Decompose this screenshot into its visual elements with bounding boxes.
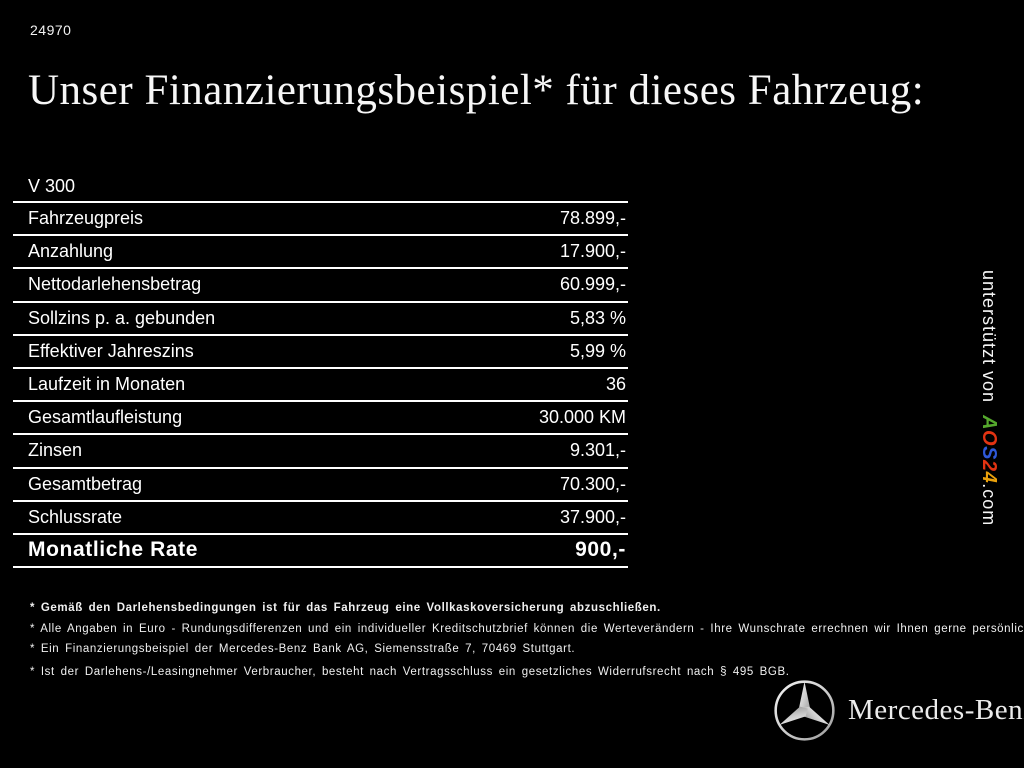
row-value: 60.999,-: [559, 274, 626, 295]
row-value: 9.301,-: [569, 440, 626, 461]
table-row-laufzeit: Laufzeit in Monaten 36: [13, 369, 628, 403]
table-row-schlussrate: Schlussrate 37.900,-: [13, 502, 628, 535]
mercedes-star-icon: [774, 680, 835, 741]
footnote-widerrufsrecht: * Ist der Darlehens-/Leasingnehmer Verbr…: [30, 665, 790, 678]
vehicle-model-label: V 300: [13, 172, 628, 203]
aos24-logo: AOS24: [978, 415, 1000, 483]
row-label: Schlussrate: [28, 506, 123, 527]
table-row-fahrzeugpreis: Fahrzeugpreis 78.899,-: [13, 203, 628, 237]
row-label: Sollzins p. a. gebunden: [28, 307, 216, 328]
row-label: Gesamtbetrag: [28, 473, 143, 494]
mercedes-benz-brand: Mercedes-Benz: [773, 679, 1024, 742]
table-row-gesamtbetrag: Gesamtbetrag 70.300,-: [13, 469, 628, 502]
row-label: Effektiver Jahreszins: [28, 340, 194, 361]
aos24-letter: S: [978, 446, 1000, 460]
row-value: 5,99 %: [569, 340, 626, 361]
finance-table: V 300 Fahrzeugpreis 78.899,- Anzahlung 1…: [13, 172, 628, 569]
row-value: 36: [605, 374, 626, 395]
table-row-monatliche-rate: Monatliche Rate 900,-: [13, 535, 628, 569]
table-row-effektiver-jahreszins: Effektiver Jahreszins 5,99 %: [13, 336, 628, 369]
row-value: 900,-: [575, 538, 626, 562]
supporter-prefix: unterstützt von: [979, 270, 999, 404]
aos24-letter: 4: [978, 471, 1000, 484]
supporter-credit: unterstützt von AOS24.com: [977, 270, 1000, 526]
row-value: 37.900,-: [559, 506, 626, 527]
aos24-letter: A: [978, 415, 1000, 431]
footnote-euro-disclaimer: * Alle Angaben in Euro - Rundungsdiffere…: [30, 622, 1024, 635]
table-row-zinsen: Zinsen 9.301,-: [13, 435, 628, 469]
row-label: Laufzeit in Monaten: [28, 374, 186, 395]
footnotes: * Gemäß den Darlehensbedingungen ist für…: [30, 598, 1024, 682]
table-row-anzahlung: Anzahlung 17.900,-: [13, 236, 628, 270]
row-value: 78.899,-: [559, 208, 626, 229]
row-label: Gesamtlaufleistung: [28, 407, 183, 428]
mercedes-benz-wordmark: Mercedes-Benz: [848, 694, 1024, 726]
row-label: Fahrzeugpreis: [28, 208, 144, 229]
footnote-bank-address: * Ein Finanzierungsbeispiel der Mercedes…: [30, 643, 576, 655]
row-value: 70.300,-: [559, 473, 626, 494]
page-id-number: 24970: [30, 22, 72, 38]
row-value: 17.900,-: [559, 241, 626, 262]
table-row-gesamtlaufleistung: Gesamtlaufleistung 30.000 KM: [13, 402, 628, 436]
row-label: Anzahlung: [28, 241, 114, 262]
table-row-sollzins: Sollzins p. a. gebunden 5,83 %: [13, 303, 628, 336]
row-label: Monatliche Rate: [28, 538, 199, 562]
aos24-letter: 2: [978, 459, 1000, 472]
row-value: 5,83 %: [569, 307, 626, 328]
page-title: Unser Finanzierungsbeispiel* für dieses …: [28, 67, 925, 114]
row-label: Nettodarlehensbetrag: [28, 274, 202, 295]
row-label: Zinsen: [28, 440, 83, 461]
footnote-insurance: * Gemäß den Darlehensbedingungen ist für…: [30, 602, 661, 614]
supporter-suffix: .com: [979, 483, 999, 527]
row-value: 30.000 KM: [538, 407, 626, 428]
table-row-nettodarlehensbetrag: Nettodarlehensbetrag 60.999,-: [13, 269, 628, 303]
aos24-letter: O: [978, 430, 1000, 447]
